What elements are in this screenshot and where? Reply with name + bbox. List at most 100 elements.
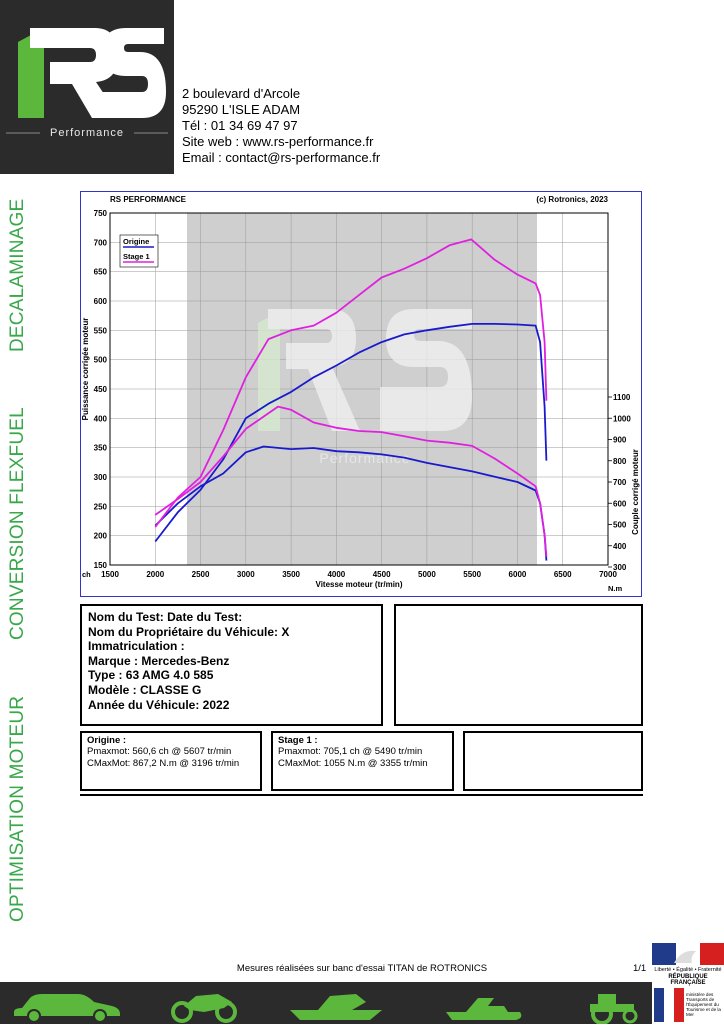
x-tick-label: 1500: [101, 570, 119, 579]
plot-border: [109, 212, 609, 566]
torque-line-origine: [154, 445, 548, 561]
y-tick-label: 350: [94, 444, 108, 453]
registration-line: Immatriculation :: [88, 639, 185, 654]
origine-pmax: Pmaxmot: 560,6 ch @ 5607 tr/min: [87, 746, 232, 757]
watermark-logo: Performance: [258, 309, 472, 466]
x-tick-label: 5500: [463, 570, 481, 579]
stage1-results-box: Stage 1 : Pmaxmot: 705,1 ch @ 5490 tr/mi…: [271, 731, 454, 791]
vehicle-icons: [14, 994, 638, 1025]
x-tick-label: 4000: [327, 570, 345, 579]
y-tick-label: 300: [94, 473, 108, 482]
torque-line-stage1: [154, 405, 548, 557]
x-tick-label: 2000: [146, 570, 164, 579]
phone-line: Tél : 01 34 69 47 97: [182, 118, 298, 133]
y2-tick-label: 900: [613, 436, 627, 445]
y-tick-label: 650: [94, 268, 108, 277]
y-tick-label: 400: [94, 414, 108, 423]
y-tick-label: 200: [94, 532, 108, 541]
stage1-cmax: CMaxMot: 1055 N.m @ 3355 tr/min: [278, 757, 428, 769]
y2-tick-label: 500: [613, 521, 627, 530]
legend-label-stage1: Stage 1: [123, 252, 150, 261]
stage1-results-title: Stage 1 :: [278, 735, 318, 746]
marianne-icon: [654, 988, 684, 1022]
stage1-pmax: Pmaxmot: 705,1 ch @ 5490 tr/min: [278, 746, 423, 757]
x-tick-label: 4500: [373, 570, 391, 579]
x-tick-label: 2500: [192, 570, 210, 579]
power-line-origine: [154, 323, 548, 543]
y-tick-label: 250: [94, 502, 108, 511]
company-address: 2 boulevard d'Arcole 95290 L'ISLE ADAM T…: [182, 86, 380, 166]
divider-line: [80, 794, 643, 796]
address-line: 2 boulevard d'Arcole: [182, 86, 301, 101]
x-tick-label: 6500: [554, 570, 572, 579]
y2-tick-label: 300: [613, 563, 627, 572]
y2-tick-label: 400: [613, 542, 627, 551]
y2-axis-label: Couple corrigé moteur: [631, 449, 640, 535]
y-tick-label: 450: [94, 385, 108, 394]
y2-tick-label: 600: [613, 499, 627, 508]
x-tick-label: 6000: [509, 570, 527, 579]
company-logo: Performance: [0, 0, 174, 174]
power-line-stage1: [154, 238, 548, 528]
brand-line: Marque : Mercedes-Benz: [88, 653, 230, 668]
y2-tick-label: 700: [613, 478, 627, 487]
vehicle-info-box: Nom du Test: Date du Test: Nom du Propri…: [80, 604, 383, 726]
x-unit-left: ch: [82, 570, 91, 579]
chart-series: [154, 238, 548, 561]
y-tick-label: 600: [94, 297, 108, 306]
origine-cmax: CMaxMot: 867,2 N.m @ 3196 tr/min: [87, 757, 240, 769]
website-line[interactable]: Site web : www.rs-performance.fr: [182, 134, 374, 149]
y2-tick-label: 1000: [613, 414, 631, 423]
empty-info-box: [394, 604, 643, 726]
boat-icon: [290, 994, 382, 1020]
page-number: 1/1: [633, 963, 647, 974]
x-unit-right: N.m: [608, 584, 623, 593]
owner-line: Nom du Propriétaire du Véhicule: X: [88, 624, 290, 639]
side-label-decalaminage: DECALAMINAGE: [7, 198, 28, 352]
y2-tick-label: 800: [613, 457, 627, 466]
chart-frame: [80, 191, 642, 597]
x-axis-label: Vitesse moteur (tr/min): [316, 580, 403, 589]
y-tick-label: 750: [94, 209, 108, 218]
side-label-flexfuel: CONVERSION FLEXFUEL: [7, 407, 28, 640]
address-line: 95290 L'ISLE ADAM: [182, 102, 301, 117]
chart-header-right: (c) Rotronics, 2023: [536, 195, 608, 204]
watermark-text: Performance: [319, 450, 410, 466]
republic-motto: Liberté • Égalité • Fraternité: [654, 967, 722, 973]
y-axis-label: Puissance corrigée moteur: [81, 318, 90, 421]
y2-tick-label: 1100: [613, 393, 631, 402]
x-tick-label: 5000: [418, 570, 436, 579]
email-line[interactable]: Email : contact@rs-performance.fr: [182, 150, 381, 165]
x-tick-label: 3500: [282, 570, 300, 579]
chart-legend: Origine Stage 1: [119, 234, 159, 268]
y-tick-label: 500: [94, 356, 108, 365]
republic-name: RÉPUBLIQUE FRANÇAISE: [668, 974, 708, 986]
y-tick-label: 550: [94, 326, 108, 335]
tractor-icon: [590, 994, 638, 1025]
dyno-chart: Performance RS PERFORMANCE (c) Rotronics…: [81, 195, 640, 593]
jetski-icon: [446, 998, 522, 1020]
origine-results-title: Origine :: [87, 735, 127, 746]
model-line: Modèle : CLASSE G: [88, 682, 202, 697]
test-name-line: Nom du Test: Date du Test:: [88, 610, 243, 624]
logo-subtitle: Performance: [50, 127, 124, 139]
chart-header-left: RS PERFORMANCE: [110, 195, 187, 204]
x-tick-label: 3000: [237, 570, 255, 579]
motorcycle-icon: [171, 994, 237, 1023]
legend-label-origine: Origine: [123, 237, 149, 246]
ministry-label: ministère des Transports de l'Équipement…: [686, 992, 721, 1017]
y-tick-label: 150: [94, 561, 108, 570]
chart-axes: 1500 2000 2500 3000 3500 4000 4500 5000 5500 6000…: [81, 209, 640, 589]
republique-francaise-logo: [652, 943, 724, 965]
empty-results-box: [463, 731, 643, 791]
origine-results-box: Origine : Pmaxmot: 560,6 ch @ 5607 tr/mi…: [80, 731, 262, 791]
type-line: Type : 63 AMG 4.0 585: [88, 668, 214, 683]
side-label-optimisation: OPTIMISATION MOTEUR: [7, 695, 28, 922]
rs-logo-graphic: [6, 28, 168, 134]
y-tick-label: 700: [94, 238, 108, 247]
x-tick-label: 7000: [599, 570, 617, 579]
year-line: Année du Véhicule: 2022: [88, 697, 230, 712]
car-icon: [14, 994, 120, 1023]
footer-note: Mesures réalisées sur banc d'essai TITAN…: [236, 963, 488, 974]
vehicle-icons-bar: [0, 982, 652, 1025]
